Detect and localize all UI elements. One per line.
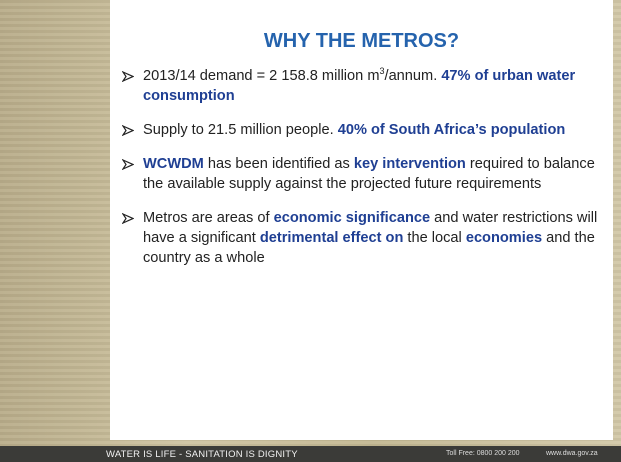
bullet-text: the local [403,230,465,246]
bullet: Metros are areas of economic significanc… [122,208,602,268]
footer-bar: WATER IS LIFE - SANITATION IS DIGNITY To… [0,446,621,462]
bullet-arrow [122,71,134,82]
bullet-arrow [122,125,134,136]
emphasis-text: key intervention [354,156,466,172]
footer-phone: Toll Free: 0800 200 200 [446,450,520,457]
bullet-text: Supply to 21.5 million people. [143,122,338,138]
emphasis-text: detrimental effect on [260,230,404,246]
emphasis-text: economies [466,230,542,246]
bullet-text: has been identified as [204,156,354,172]
bullet-text: Metros are areas of [143,210,274,226]
slide: WHY THE METROS? 2013/14 demand = 2 158.8… [0,0,621,462]
content-panel: WHY THE METROS? 2013/14 demand = 2 158.8… [110,0,613,440]
bullet-text: /annum. [385,68,442,84]
bullet-arrow [122,213,134,224]
bullet-arrow [122,159,134,170]
emphasis-text: economic significance [274,210,431,226]
slide-title: WHY THE METROS? [110,30,613,53]
bullet: 2013/14 demand = 2 158.8 million m3/annu… [122,66,602,106]
footer-slogan: WATER IS LIFE - SANITATION IS DIGNITY [106,449,298,460]
bullet-list: 2013/14 demand = 2 158.8 million m3/annu… [122,66,602,282]
emphasis-text: 40% of South Africa’s population [338,122,566,138]
bullet: Supply to 21.5 million people. 40% of So… [122,120,602,140]
bullet: WCWDM has been identified as key interve… [122,154,602,194]
footer-website: www.dwa.gov.za [546,450,598,457]
emphasis-text: WCWDM [143,156,204,172]
bullet-text: 2013/14 demand = 2 158.8 million m [143,68,380,84]
